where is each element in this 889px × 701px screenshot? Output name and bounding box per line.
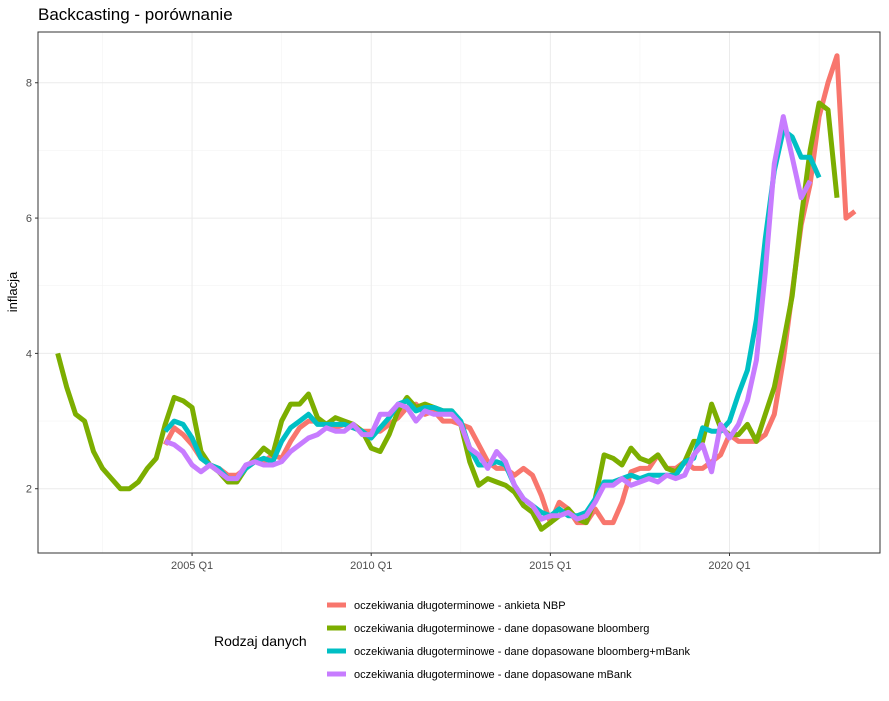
y-tick-label: 4 — [26, 348, 32, 360]
legend-label-4: oczekiwania długoterminowe - dane dopaso… — [354, 669, 632, 681]
chart-title: Backcasting - porównanie — [38, 5, 233, 24]
x-tick-label: 2020 Q1 — [708, 560, 750, 572]
x-tick-label: 2010 Q1 — [350, 560, 392, 572]
series-lines — [55, 53, 857, 532]
y-tick-label: 8 — [26, 78, 32, 90]
legend-title: Rodzaj danych — [214, 633, 307, 649]
legend: oczekiwania długoterminowe - ankieta NBP… — [327, 600, 691, 681]
y-axis: 2 4 6 8 — [26, 78, 38, 496]
y-tick-label: 6 — [26, 213, 32, 225]
legend-label-3: oczekiwania długoterminowe - dane dopaso… — [354, 646, 691, 658]
series-line-4 — [164, 114, 813, 522]
x-axis: 2005 Q1 2010 Q1 2015 Q1 2020 Q1 — [171, 553, 751, 572]
x-tick-label: 2005 Q1 — [171, 560, 213, 572]
y-tick-label: 2 — [26, 484, 32, 496]
x-tick-label: 2015 Q1 — [529, 560, 571, 572]
legend-label-2: oczekiwania długoterminowe - dane dopaso… — [354, 623, 649, 635]
y-axis-title: inflacja — [5, 271, 20, 312]
plot-panel — [38, 32, 880, 553]
plot-border — [37, 31, 881, 554]
legend-label-1: oczekiwania długoterminowe - ankieta NBP — [354, 600, 566, 612]
